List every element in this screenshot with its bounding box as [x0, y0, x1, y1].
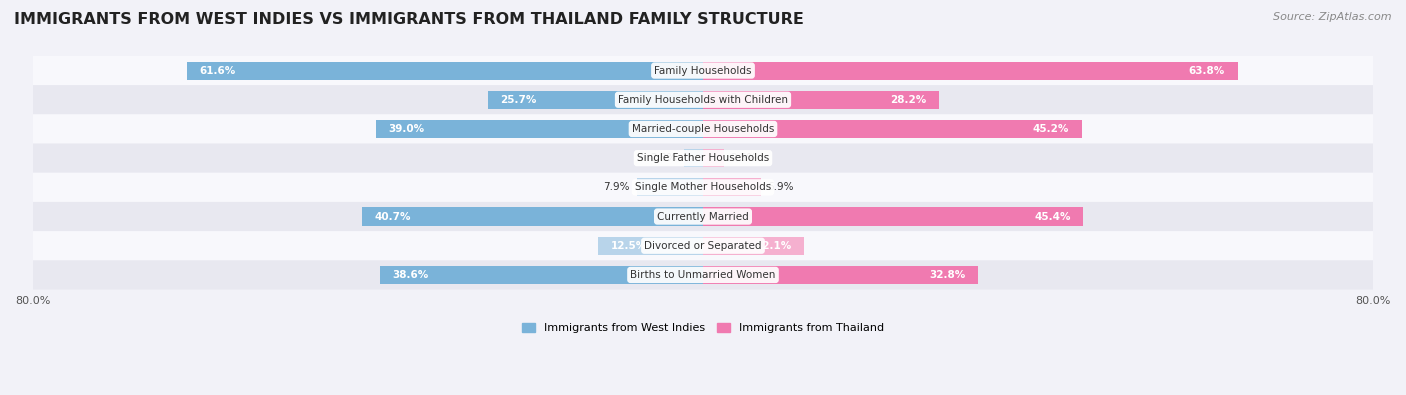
- Bar: [703, 207, 1084, 226]
- Bar: [380, 266, 703, 284]
- Bar: [703, 266, 977, 284]
- Text: 7.9%: 7.9%: [603, 182, 630, 192]
- FancyBboxPatch shape: [32, 202, 1374, 231]
- Text: 25.7%: 25.7%: [501, 95, 537, 105]
- Legend: Immigrants from West Indies, Immigrants from Thailand: Immigrants from West Indies, Immigrants …: [517, 318, 889, 337]
- Text: 32.8%: 32.8%: [929, 270, 966, 280]
- Bar: [683, 149, 703, 167]
- Bar: [703, 237, 804, 255]
- Text: Married-couple Households: Married-couple Households: [631, 124, 775, 134]
- FancyBboxPatch shape: [32, 173, 1374, 202]
- Bar: [703, 149, 724, 167]
- Text: 12.5%: 12.5%: [610, 241, 647, 251]
- Text: 61.6%: 61.6%: [200, 66, 236, 75]
- Bar: [187, 62, 703, 80]
- Text: 45.4%: 45.4%: [1035, 212, 1071, 222]
- Bar: [703, 91, 939, 109]
- Text: Single Father Households: Single Father Households: [637, 153, 769, 163]
- Text: 38.6%: 38.6%: [392, 270, 429, 280]
- FancyBboxPatch shape: [32, 115, 1374, 143]
- Text: 2.5%: 2.5%: [731, 153, 758, 163]
- Bar: [377, 120, 703, 138]
- Text: Divorced or Separated: Divorced or Separated: [644, 241, 762, 251]
- Bar: [703, 62, 1237, 80]
- Text: Births to Unmarried Women: Births to Unmarried Women: [630, 270, 776, 280]
- Text: 39.0%: 39.0%: [389, 124, 425, 134]
- FancyBboxPatch shape: [32, 260, 1374, 290]
- Text: 12.1%: 12.1%: [755, 241, 792, 251]
- Text: 63.8%: 63.8%: [1188, 66, 1225, 75]
- Text: 6.9%: 6.9%: [768, 182, 794, 192]
- Bar: [637, 178, 703, 196]
- Bar: [599, 237, 703, 255]
- FancyBboxPatch shape: [32, 56, 1374, 85]
- FancyBboxPatch shape: [32, 85, 1374, 115]
- FancyBboxPatch shape: [32, 143, 1374, 173]
- Bar: [703, 178, 761, 196]
- Text: Single Mother Households: Single Mother Households: [636, 182, 770, 192]
- Text: Source: ZipAtlas.com: Source: ZipAtlas.com: [1274, 12, 1392, 22]
- Text: IMMIGRANTS FROM WEST INDIES VS IMMIGRANTS FROM THAILAND FAMILY STRUCTURE: IMMIGRANTS FROM WEST INDIES VS IMMIGRANT…: [14, 12, 804, 27]
- FancyBboxPatch shape: [32, 231, 1374, 260]
- Text: Currently Married: Currently Married: [657, 212, 749, 222]
- Text: 40.7%: 40.7%: [374, 212, 411, 222]
- Text: 2.3%: 2.3%: [651, 153, 678, 163]
- Text: 28.2%: 28.2%: [890, 95, 927, 105]
- Text: Family Households: Family Households: [654, 66, 752, 75]
- Bar: [361, 207, 703, 226]
- Text: 45.2%: 45.2%: [1033, 124, 1069, 134]
- Text: Family Households with Children: Family Households with Children: [619, 95, 787, 105]
- Bar: [703, 120, 1081, 138]
- Bar: [488, 91, 703, 109]
